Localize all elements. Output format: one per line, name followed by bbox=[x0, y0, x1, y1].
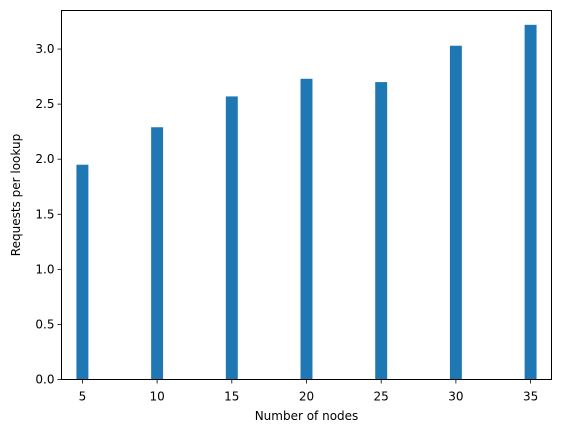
y-axis-label: Requests per lookup bbox=[9, 134, 23, 256]
y-tick-label: 2.5 bbox=[35, 97, 54, 111]
x-axis-ticks: 5 10 15 20 25 30 35 bbox=[79, 379, 538, 404]
bar-15 bbox=[225, 96, 238, 380]
y-axis-ticks: 0.0 0.5 1.0 1.5 2.0 2.5 3.0 bbox=[35, 42, 62, 387]
x-tick-label: 30 bbox=[448, 390, 463, 404]
bar-10 bbox=[151, 127, 164, 380]
x-tick-label: 25 bbox=[374, 390, 389, 404]
x-tick-label: 20 bbox=[299, 390, 314, 404]
bar-25 bbox=[375, 82, 388, 380]
bar-35 bbox=[524, 24, 537, 380]
x-tick-label: 5 bbox=[79, 390, 87, 404]
y-tick-label: 2.0 bbox=[35, 152, 54, 166]
x-tick-label: 10 bbox=[149, 390, 164, 404]
bars-group bbox=[76, 24, 537, 380]
bar-20 bbox=[300, 78, 313, 380]
y-tick-label: 1.0 bbox=[35, 262, 54, 276]
bar-30 bbox=[449, 45, 462, 380]
y-tick-label: 0.0 bbox=[35, 373, 54, 387]
x-tick-label: 15 bbox=[224, 390, 239, 404]
y-tick-label: 1.5 bbox=[35, 207, 54, 221]
bar-5 bbox=[76, 164, 89, 380]
plot-frame bbox=[61, 10, 552, 380]
x-axis-label: Number of nodes bbox=[255, 409, 359, 423]
y-tick-label: 0.5 bbox=[35, 317, 54, 331]
y-tick-label: 3.0 bbox=[35, 42, 54, 56]
x-tick-label: 35 bbox=[523, 390, 538, 404]
